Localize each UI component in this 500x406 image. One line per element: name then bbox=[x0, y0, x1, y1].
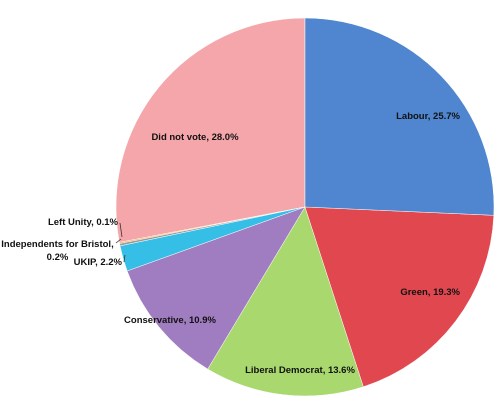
pie-slice bbox=[126, 206, 306, 370]
data-label: Labour, 25.7% bbox=[396, 111, 460, 122]
pie-slice bbox=[115, 17, 306, 243]
data-label: Did not vote, 28.0% bbox=[151, 132, 239, 143]
pie-slice bbox=[304, 206, 495, 388]
pie-slice bbox=[207, 206, 364, 397]
data-label: Conservative, 10.9% bbox=[124, 315, 216, 326]
leader-line bbox=[119, 222, 123, 238]
pie-slice bbox=[304, 17, 495, 216]
leader-line bbox=[115, 238, 122, 244]
leader-lines bbox=[115, 222, 126, 263]
data-label: Liberal Democrat, 13.6% bbox=[245, 365, 355, 376]
data-label: Left Unity, 0.1% bbox=[47, 217, 118, 228]
leader-line bbox=[123, 254, 126, 263]
data-label: Independents for Bristol, 0.2% bbox=[1, 239, 114, 263]
data-label: Green, 19.3% bbox=[400, 287, 460, 298]
data-label: UKIP, 2.2% bbox=[73, 257, 122, 268]
